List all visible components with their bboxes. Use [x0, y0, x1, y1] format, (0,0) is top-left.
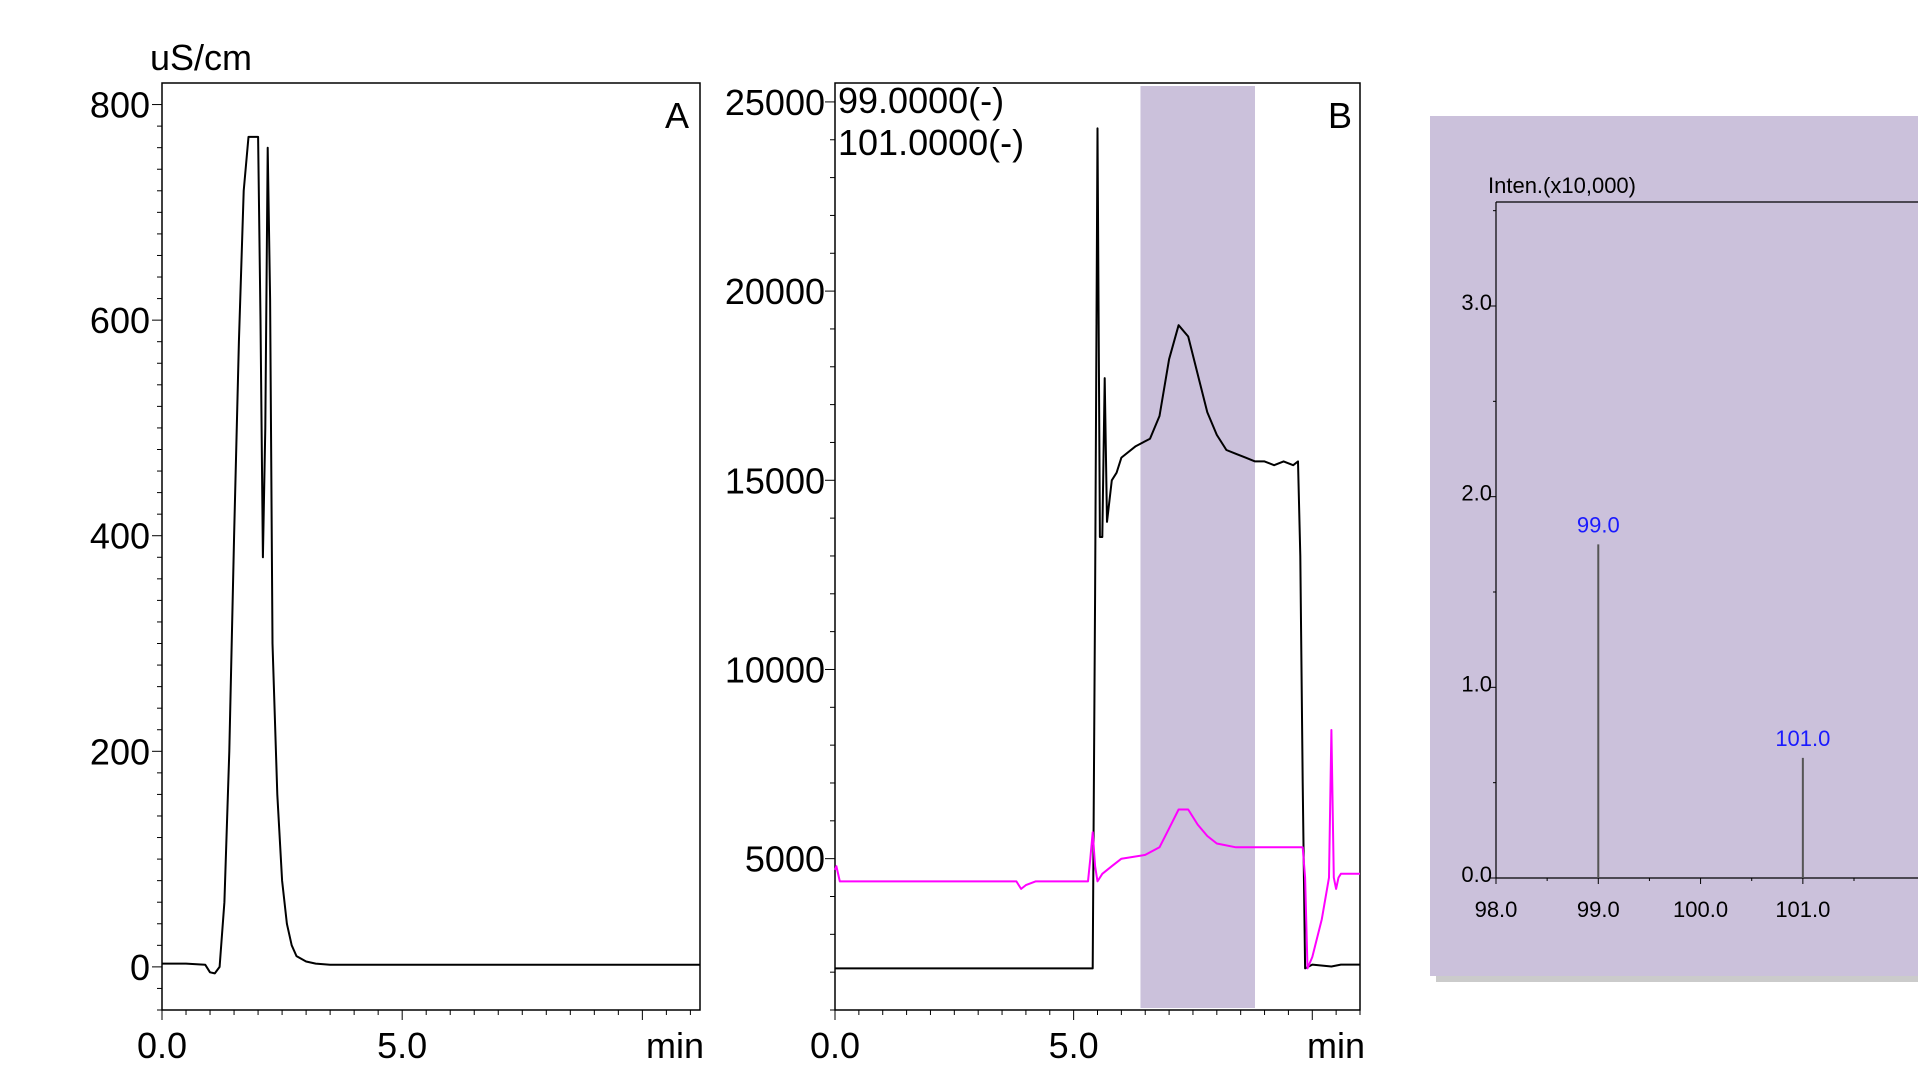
trace-mz-99: [835, 127, 1360, 970]
x-tick-label: 100.0: [1673, 897, 1728, 922]
x-tick-label: 0.0: [810, 1025, 860, 1065]
panel-a-plot-frame: [161, 82, 701, 1011]
spectrum-peaks: 99.0 101.0: [1577, 512, 1830, 878]
trace-mz-101: [834, 729, 1360, 970]
panel-b-letter: B: [1328, 95, 1352, 136]
spectrum-background: [1430, 116, 1918, 976]
panel-a-y-unit-label: uS/cm: [150, 37, 252, 78]
y-tick-label: 3.0: [1461, 290, 1492, 315]
y-tick-label: 0.0: [1461, 862, 1492, 887]
panel-b-ion-chromatogram: B min 99.0000(-) 101.0000(-) 5000 10000 15…: [725, 80, 1365, 1065]
x-tick-label: 5.0: [377, 1025, 427, 1065]
conductivity-trace: [162, 135, 700, 975]
y-tick-label: 400: [90, 516, 150, 557]
peak-label-101.0: 101.0: [1775, 726, 1830, 751]
spectrum-ticks: 0.0 1.0 2.0 3.0 98.0 99.0 100.0 101.0: [1461, 210, 1855, 922]
panel-c-mass-spectrum: Inten.(x10,000) 0.0 1.0 2.0 3.0 98.0 99.0 100.…: [1430, 116, 1918, 982]
legend-entry-99: 99.0000(-): [838, 80, 1004, 121]
x-tick-label: 5.0: [1049, 1025, 1099, 1065]
y-tick-label: 600: [90, 300, 150, 341]
panel-b-ticks: 5000 10000 15000 20000 25000 0.0 5.0: [725, 82, 1361, 1065]
panel-b-x-unit-label: min: [1307, 1025, 1365, 1065]
y-tick-label: 5000: [745, 839, 825, 880]
x-tick-label: 0.0: [137, 1025, 187, 1065]
panel-a-traces: [162, 135, 700, 975]
panel-a-ticks: 0 200 400 600 800 0.0 5.0: [90, 85, 691, 1065]
y-tick-label: 2.0: [1461, 481, 1492, 506]
y-tick-label: 200: [90, 731, 150, 772]
panel-b-traces: [834, 127, 1360, 970]
legend-entry-101: 101.0000(-): [838, 122, 1024, 163]
panel-a-letter: A: [665, 95, 689, 136]
x-tick-label: 99.0: [1577, 897, 1620, 922]
y-tick-label: 25000: [725, 82, 825, 123]
y-tick-label: 1.0: [1461, 671, 1492, 696]
panel-b-highlight-band: [1140, 86, 1255, 1008]
spectrum-y-label: Inten.(x10,000): [1488, 173, 1636, 198]
y-tick-label: 800: [90, 85, 150, 126]
panel-a-chromatogram: uS/cm A min 0 200 400 600 800 0.0 5.0: [90, 37, 704, 1065]
peak-label-99.0: 99.0: [1577, 512, 1620, 537]
y-tick-label: 10000: [725, 649, 825, 690]
y-tick-label: 15000: [725, 460, 825, 501]
x-tick-label: 98.0: [1475, 897, 1518, 922]
y-tick-label: 20000: [725, 271, 825, 312]
x-tick-label: 101.0: [1775, 897, 1830, 922]
panel-a-x-unit-label: min: [646, 1025, 704, 1065]
y-tick-label: 0: [130, 947, 150, 988]
